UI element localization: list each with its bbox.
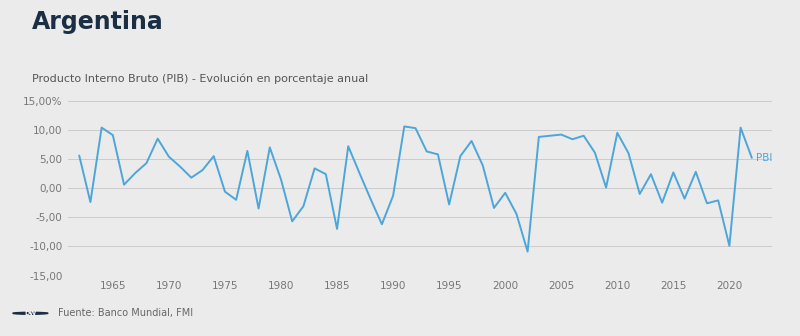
Text: Fuente: Banco Mundial, FMI: Fuente: Banco Mundial, FMI — [58, 308, 193, 318]
Text: Producto Interno Bruto (PIB) - Evolución en porcentaje anual: Producto Interno Bruto (PIB) - Evolución… — [32, 74, 368, 84]
Text: DW: DW — [24, 311, 37, 316]
Text: PBI: PBI — [756, 153, 773, 163]
Text: Argentina: Argentina — [32, 10, 164, 34]
Circle shape — [13, 312, 48, 314]
